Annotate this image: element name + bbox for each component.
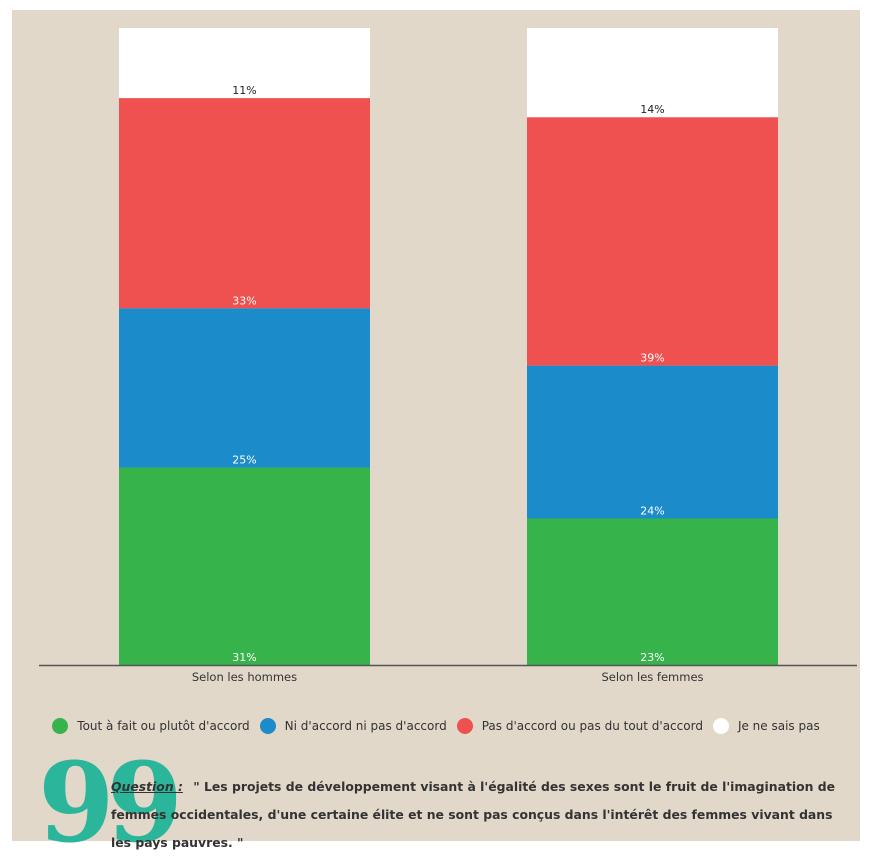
legend-item-disagree[interactable]: Pas d'accord ou pas du tout d'accord	[456, 718, 703, 734]
category-label-hommes: Selon les hommes	[192, 670, 297, 684]
bar-segment-dont-know-femmes[interactable]	[527, 28, 778, 118]
question-text: " Les projets de développement visant à …	[111, 779, 836, 850]
data-label-neutral-hommes: 25%	[232, 454, 256, 467]
data-label-neutral-femmes: 24%	[640, 504, 664, 517]
legend-swatch-dont-know	[712, 718, 729, 734]
question-text-block: Question : " Les projets de développemen…	[111, 773, 856, 857]
data-label-disagree-femmes: 39%	[640, 352, 664, 365]
data-label-disagree-hommes: 33%	[232, 294, 256, 307]
chart-panel: 31% 25% 33% 11% Selon les hommes 23% 24% 39% 14%…	[12, 10, 860, 858]
legend-swatch-disagree	[456, 718, 473, 734]
data-label-agree-hommes: 31%	[232, 651, 256, 664]
question-label: Question :	[111, 779, 183, 794]
legend-item-neutral[interactable]: Ni d'accord ni pas d'accord	[259, 718, 447, 734]
bar-segment-agree-hommes[interactable]	[119, 467, 370, 665]
legend-swatch-neutral	[259, 718, 276, 734]
legend-item-dont-know[interactable]: Je ne sais pas	[712, 718, 820, 734]
legend-item-agree[interactable]: Tout à fait ou plutôt d'accord	[52, 718, 250, 734]
data-label-agree-femmes: 23%	[640, 651, 664, 664]
bar-segment-dont-know-hommes[interactable]	[119, 28, 370, 99]
bar-segment-disagree-hommes[interactable]	[119, 98, 370, 309]
data-label-dont-know-hommes: 11%	[232, 84, 256, 97]
stacked-bar-chart: 31% 25% 33% 11% Selon les hommes 23% 24% 39% 14%…	[39, 28, 857, 684]
legend-label-neutral: Ni d'accord ni pas d'accord	[284, 719, 447, 733]
bar-segment-agree-femmes[interactable]	[527, 518, 778, 665]
legend: Tout à fait ou plutôt d'accord Ni d'acco…	[12, 718, 860, 734]
data-label-dont-know-femmes: 14%	[640, 103, 664, 116]
legend-label-dont-know: Je ne sais pas	[737, 719, 820, 733]
bar-segment-neutral-femmes[interactable]	[527, 365, 778, 519]
quote-icon: 99	[38, 738, 183, 867]
category-label-femmes: Selon les femmes	[601, 670, 703, 684]
bar-segment-neutral-hommes[interactable]	[119, 308, 370, 468]
bar-segment-disagree-femmes[interactable]	[527, 117, 778, 366]
legend-label-agree: Tout à fait ou plutôt d'accord	[77, 719, 250, 733]
legend-swatch-agree	[52, 718, 69, 734]
legend-label-disagree: Pas d'accord ou pas du tout d'accord	[481, 719, 703, 733]
